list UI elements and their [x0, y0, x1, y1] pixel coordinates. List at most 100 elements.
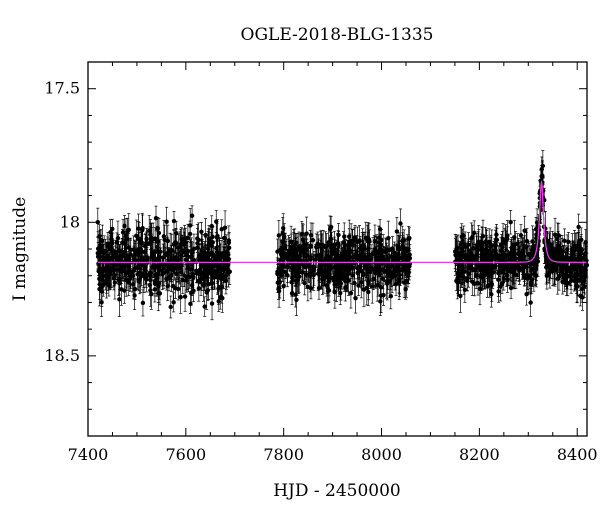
data-point	[348, 277, 354, 309]
data-point	[98, 259, 103, 285]
data-marker	[328, 243, 334, 248]
data-point	[149, 239, 154, 274]
data-marker	[128, 247, 133, 253]
data-point	[352, 227, 357, 248]
data-point	[203, 218, 208, 252]
data-marker	[212, 257, 218, 262]
data-marker	[132, 286, 138, 292]
data-marker	[360, 271, 366, 276]
data-marker	[182, 236, 187, 241]
data-point	[387, 263, 392, 298]
data-point	[100, 224, 105, 257]
data-marker	[122, 223, 127, 229]
data-marker	[155, 256, 161, 261]
data-marker	[299, 270, 305, 275]
data-point	[136, 221, 141, 256]
data-marker	[164, 219, 169, 224]
data-marker	[148, 232, 153, 237]
data-point	[307, 259, 313, 289]
data-marker	[123, 271, 129, 276]
data-marker	[371, 276, 376, 282]
data-marker	[328, 236, 333, 241]
data-point	[208, 231, 214, 253]
data-point	[189, 241, 194, 272]
data-marker	[361, 287, 367, 292]
data-point	[289, 243, 294, 278]
chart-title: OGLE-2018-BLG-1335	[241, 25, 434, 45]
data-marker	[206, 256, 211, 261]
data-marker	[189, 290, 194, 295]
data-point	[160, 243, 166, 272]
data-point	[381, 284, 386, 306]
data-marker	[199, 248, 204, 253]
data-marker	[380, 256, 386, 262]
data-marker	[324, 268, 330, 274]
data-point	[403, 278, 408, 300]
data-marker	[289, 291, 295, 296]
data-point	[149, 278, 154, 310]
data-point	[173, 228, 179, 259]
data-point	[331, 270, 337, 291]
data-marker	[158, 249, 163, 254]
data-point	[122, 215, 127, 237]
data-marker	[226, 245, 232, 250]
data-marker	[202, 304, 207, 309]
data-marker	[381, 292, 386, 298]
data-point	[202, 296, 207, 317]
data-marker	[282, 246, 288, 251]
data-point	[141, 258, 147, 294]
data-marker	[189, 213, 195, 218]
data-marker	[205, 246, 211, 251]
data-marker	[302, 280, 307, 286]
data-point	[164, 206, 169, 237]
data-marker	[358, 253, 364, 258]
data-marker	[358, 258, 363, 263]
data-point	[380, 247, 386, 271]
data-marker	[222, 255, 228, 260]
data-marker	[307, 271, 313, 277]
data-marker	[136, 236, 141, 241]
data-marker	[111, 264, 116, 269]
data-marker	[112, 280, 118, 285]
data-marker	[194, 270, 199, 276]
data-point	[99, 276, 105, 307]
data-point	[107, 252, 112, 286]
data-marker	[131, 282, 136, 287]
data-marker	[199, 229, 204, 234]
data-point	[226, 232, 232, 264]
data-marker	[196, 286, 202, 291]
data-marker	[391, 254, 397, 259]
data-point	[291, 229, 296, 263]
data-marker	[396, 246, 402, 251]
data-point	[219, 270, 224, 304]
data-point	[184, 264, 190, 291]
data-marker	[332, 242, 337, 247]
data-point	[378, 286, 383, 316]
data-point	[222, 227, 227, 248]
data-point	[115, 220, 121, 256]
data-marker	[149, 254, 154, 259]
data-point	[205, 230, 211, 267]
data-point	[227, 258, 232, 285]
data-marker	[167, 266, 172, 272]
data-point	[158, 247, 164, 282]
data-point	[171, 292, 176, 313]
data-marker	[136, 278, 141, 284]
data-point	[308, 222, 314, 248]
data-marker	[386, 235, 391, 241]
data-point	[95, 231, 101, 266]
data-marker	[139, 241, 144, 246]
data-point	[343, 270, 348, 292]
data-marker	[128, 270, 134, 275]
data-marker	[177, 266, 182, 271]
data-point	[156, 275, 161, 312]
data-marker	[332, 282, 337, 287]
data-marker	[153, 215, 159, 221]
data-marker	[110, 256, 115, 261]
data-marker	[295, 254, 300, 259]
data-point	[396, 232, 402, 265]
data-point	[276, 220, 282, 251]
data-marker	[219, 284, 224, 289]
data-marker	[191, 275, 196, 280]
